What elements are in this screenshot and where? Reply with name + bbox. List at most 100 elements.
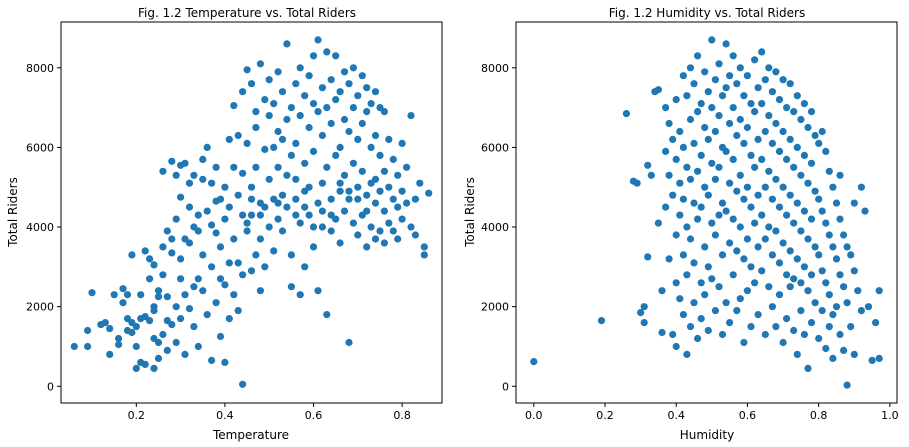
x-axis-label: Humidity (680, 428, 734, 442)
data-point (708, 104, 716, 112)
data-point (704, 263, 712, 271)
data-point (185, 203, 194, 211)
data-point (208, 179, 216, 187)
data-point (768, 195, 777, 203)
data-point (323, 48, 331, 56)
data-point (804, 235, 812, 243)
data-point (793, 199, 801, 207)
data-point (857, 183, 866, 191)
data-point (804, 123, 812, 132)
data-point (354, 195, 362, 203)
data-point (690, 259, 698, 267)
data-point (775, 203, 784, 211)
data-point (243, 66, 251, 74)
data-point (683, 92, 691, 100)
data-point (822, 219, 830, 227)
data-point (804, 179, 812, 187)
data-point (363, 243, 371, 251)
data-point (336, 179, 344, 187)
data-point (296, 112, 304, 120)
data-point (761, 76, 769, 84)
data-point (868, 356, 876, 364)
data-point (672, 96, 680, 104)
data-point (797, 171, 805, 179)
data-point (811, 299, 819, 307)
data-point (371, 88, 380, 96)
data-point (137, 291, 145, 299)
data-point (875, 287, 883, 295)
y-tick-label: 4000 (26, 221, 54, 234)
data-point (332, 151, 340, 159)
data-point (327, 76, 335, 84)
y-tick-label: 8000 (26, 62, 54, 75)
data-point (754, 311, 762, 319)
data-point (163, 227, 171, 235)
data-point (172, 303, 180, 311)
data-point (301, 159, 309, 167)
data-point (807, 319, 816, 327)
data-points (530, 36, 883, 389)
data-point (683, 163, 691, 171)
data-point (345, 187, 353, 195)
data-point (168, 249, 176, 257)
data-point (177, 255, 185, 263)
data-point (309, 147, 318, 155)
x-tick-label: 0.8 (393, 409, 411, 422)
data-point (385, 183, 393, 191)
data-point (708, 36, 716, 44)
data-point (363, 108, 371, 116)
data-point (230, 163, 238, 171)
data-point (850, 199, 858, 207)
data-point (718, 199, 727, 207)
data-point (775, 96, 784, 104)
data-point (815, 251, 823, 259)
data-point (694, 334, 702, 343)
data-point (647, 171, 655, 179)
data-point (234, 259, 242, 267)
data-point (203, 207, 211, 215)
data-point (715, 283, 723, 291)
data-point (825, 167, 833, 175)
data-point (775, 147, 784, 155)
data-point (168, 235, 176, 243)
data-point (234, 131, 242, 140)
data-point (349, 159, 357, 167)
data-point (772, 323, 780, 331)
data-point (309, 223, 318, 231)
x-tick-label: 0.4 (667, 409, 685, 422)
data-point (376, 227, 384, 235)
data-point (726, 319, 734, 327)
data-point (711, 307, 720, 315)
data-point (836, 215, 844, 223)
data-point (340, 68, 349, 76)
data-point (832, 303, 841, 311)
data-point (676, 295, 684, 303)
data-point (119, 285, 127, 293)
data-point (850, 350, 858, 358)
data-point (654, 86, 663, 94)
data-point (199, 251, 207, 259)
data-point (292, 80, 300, 88)
chart-temperature-vs-riders: Fig. 1.2 Temperature vs. Total Riders 0.… (6, 6, 443, 442)
data-point (327, 211, 335, 219)
data-point (783, 315, 791, 323)
data-point (807, 108, 816, 116)
data-point (800, 330, 809, 339)
x-tick-label: 0.8 (810, 409, 828, 422)
data-point (672, 342, 680, 351)
data-point (345, 338, 353, 347)
data-point (358, 72, 366, 80)
data-point (208, 356, 216, 364)
data-point (683, 350, 691, 358)
data-point (768, 303, 777, 311)
data-point (243, 227, 251, 235)
data-point (790, 326, 798, 335)
data-point (132, 342, 140, 351)
data-point (159, 271, 167, 279)
data-point (807, 271, 816, 279)
data-point (644, 253, 652, 261)
data-point (729, 155, 737, 163)
data-point (398, 215, 406, 223)
data-point (718, 330, 727, 339)
data-point (658, 287, 666, 295)
